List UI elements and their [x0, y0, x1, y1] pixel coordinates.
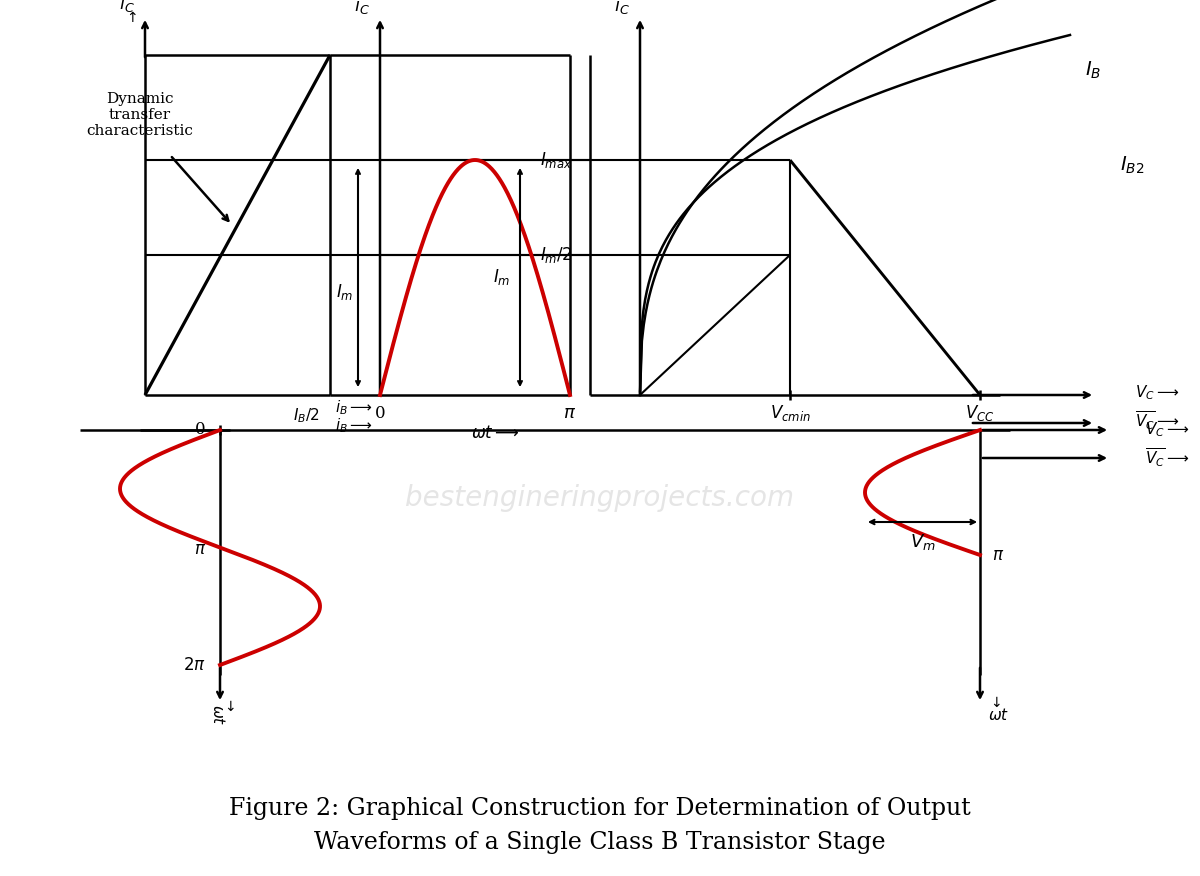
Text: $\pi$: $\pi$ — [992, 547, 1004, 563]
Text: Waveforms of a Single Class B Transistor Stage: Waveforms of a Single Class B Transistor… — [314, 831, 886, 854]
Text: $I_m$: $I_m$ — [492, 267, 510, 287]
Text: $I_m$: $I_m$ — [336, 282, 353, 302]
Text: $V_{CC}$: $V_{CC}$ — [965, 403, 995, 423]
Text: $V_C \longrightarrow$: $V_C \longrightarrow$ — [1145, 420, 1189, 440]
Text: $I_B$: $I_B$ — [1085, 60, 1102, 81]
Text: $V_{cmin}$: $V_{cmin}$ — [769, 403, 810, 423]
Text: $i_C$: $i_C$ — [614, 0, 630, 16]
Text: $\uparrow$: $\uparrow$ — [125, 10, 138, 25]
Text: $\overline{V_C} \longrightarrow$: $\overline{V_C} \longrightarrow$ — [1135, 410, 1180, 433]
Text: $\downarrow$: $\downarrow$ — [988, 696, 1002, 710]
Text: $\omega t \longrightarrow$: $\omega t \longrightarrow$ — [470, 425, 520, 442]
Text: $\omega t$: $\omega t$ — [210, 704, 226, 725]
Text: $i_B \longrightarrow$: $i_B \longrightarrow$ — [335, 417, 373, 435]
Text: $\pi$: $\pi$ — [193, 541, 206, 559]
Text: 0: 0 — [196, 421, 206, 439]
Text: $\omega t$: $\omega t$ — [988, 707, 1009, 723]
Text: Dynamic
transfer
characteristic: Dynamic transfer characteristic — [86, 92, 193, 138]
Text: $I_m/2$: $I_m/2$ — [540, 245, 572, 265]
Text: $\pi$: $\pi$ — [564, 404, 576, 422]
Text: $V_C \longrightarrow$: $V_C \longrightarrow$ — [1135, 384, 1180, 402]
Text: $I_B/2$: $I_B/2$ — [293, 406, 320, 426]
Text: $i_B \longrightarrow$: $i_B \longrightarrow$ — [335, 399, 373, 417]
Text: $i_C$: $i_C$ — [119, 0, 134, 13]
Text: $I_{B2}$: $I_{B2}$ — [1120, 154, 1145, 176]
Text: $2\pi$: $2\pi$ — [184, 656, 206, 674]
Text: $\downarrow$: $\downarrow$ — [222, 700, 235, 714]
Text: Figure 2: Graphical Construction for Determination of Output: Figure 2: Graphical Construction for Det… — [229, 796, 971, 820]
Text: $V_m$: $V_m$ — [910, 532, 936, 552]
Text: 0: 0 — [374, 405, 385, 421]
Text: $I_{max}$: $I_{max}$ — [540, 150, 572, 170]
Text: bestengineringprojects.com: bestengineringprojects.com — [406, 484, 794, 512]
Text: $i_C$: $i_C$ — [354, 0, 370, 16]
Text: $\overline{V_C} \longrightarrow$: $\overline{V_C} \longrightarrow$ — [1145, 447, 1189, 470]
